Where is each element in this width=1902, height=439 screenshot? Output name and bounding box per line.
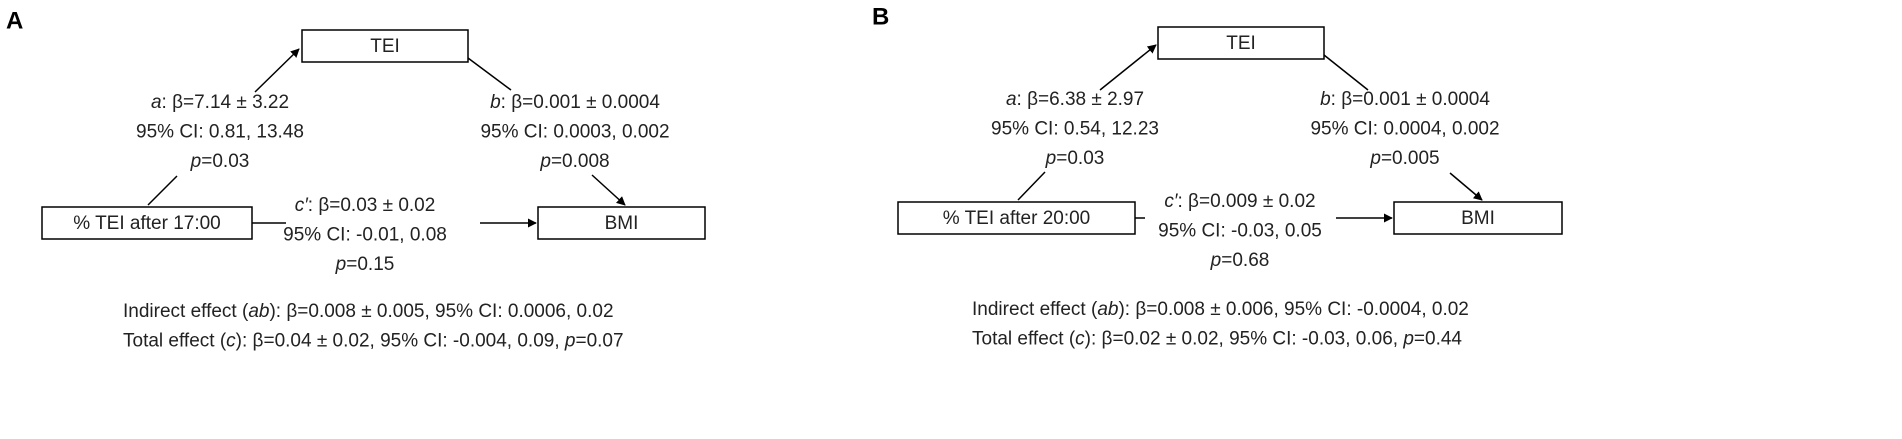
summary-line: Total effect (c): β=0.04 ± 0.02, 95% CI:… xyxy=(123,331,624,352)
a-path-line-segment: =0.03 xyxy=(1056,148,1104,169)
c-path-line: c′: β=0.03 ± 0.02 xyxy=(295,195,436,216)
a-path-line: 95% CI: 0.81, 13.48 xyxy=(136,122,304,143)
b-path-line: p=0.008 xyxy=(539,151,609,172)
b-path-line-segment: 95% CI: 0.0004, 0.002 xyxy=(1310,119,1499,140)
a-path-line-segment: p xyxy=(1045,148,1057,169)
c-path-line-segment: p xyxy=(335,254,347,275)
outcome-label: BMI xyxy=(605,213,639,234)
b-path-line-segment: : β=0.001 ± 0.0004 xyxy=(501,92,661,113)
summary-line: Total effect (c): β=0.02 ± 0.02, 95% CI:… xyxy=(972,329,1462,350)
b-path-line-segment: =0.005 xyxy=(1381,148,1440,169)
summary-line: Indirect effect (ab): β=0.008 ± 0.005, 9… xyxy=(123,301,614,322)
summary-line-segment: c xyxy=(226,331,236,352)
b-path-line: 95% CI: 0.0003, 0.002 xyxy=(480,122,669,143)
c-path-line: 95% CI: -0.01, 0.08 xyxy=(283,225,447,246)
mediator-box xyxy=(301,29,469,63)
summary-line-segment: Indirect effect ( xyxy=(123,301,249,322)
b-path-line-segment: b xyxy=(490,92,501,113)
a-path-line: a: β=6.38 ± 2.97 xyxy=(1006,89,1144,110)
connector xyxy=(147,175,178,206)
c-path-line-segment: 95% CI: -0.03, 0.05 xyxy=(1158,221,1322,242)
b-path-line-segment: p xyxy=(539,151,551,172)
arrow xyxy=(1449,172,1483,201)
summary-line-segment: ab xyxy=(1097,299,1118,320)
a-path-line-segment: : β=7.14 ± 3.22 xyxy=(162,92,290,113)
predictor-box xyxy=(41,206,253,240)
connector xyxy=(1017,171,1046,201)
c-path-line-segment: : β=0.009 ± 0.02 xyxy=(1177,191,1315,212)
summary-line-segment: ab xyxy=(248,301,269,322)
panel-letter: A xyxy=(6,7,23,34)
arrow xyxy=(254,48,300,93)
c-path-line-segment: =0.68 xyxy=(1221,250,1269,271)
mediator-box xyxy=(1157,26,1325,60)
predictor-box xyxy=(897,201,1136,235)
summary-line-segment: Total effect ( xyxy=(972,329,1076,350)
outcome-label: BMI xyxy=(1461,208,1495,229)
summary-line-segment: ): β=0.008 ± 0.006, 95% CI: -0.0004, 0.0… xyxy=(1118,299,1468,320)
b-path-line: b: β=0.001 ± 0.0004 xyxy=(1320,89,1490,110)
connector xyxy=(1323,54,1369,91)
outcome-box xyxy=(537,206,706,240)
summary-line-segment: p xyxy=(1402,329,1414,350)
c-path-line-segment: 95% CI: -0.01, 0.08 xyxy=(283,225,447,246)
connector xyxy=(467,57,512,91)
panel: B TEI % TEI after 20:00 BMI a: β=6.38 ± 2.97… xyxy=(872,3,1563,350)
a-path-line-segment: a xyxy=(151,92,162,113)
b-path-line: b: β=0.001 ± 0.0004 xyxy=(490,92,660,113)
summary-line-segment: Indirect effect ( xyxy=(972,299,1098,320)
panel: A TEI % TEI after 17:00 BMI a: β=7.14 ± 3.22… xyxy=(6,7,706,352)
outcome-box xyxy=(1393,201,1563,235)
a-path-line-segment: a xyxy=(1006,89,1017,110)
a-path-line-segment: 95% CI: 0.54, 12.23 xyxy=(991,119,1159,140)
a-path-line: p=0.03 xyxy=(1045,148,1105,169)
a-path-line: 95% CI: 0.54, 12.23 xyxy=(991,119,1159,140)
b-path-line: p=0.005 xyxy=(1369,148,1439,169)
c-path-line-segment: c′ xyxy=(1164,191,1179,212)
c-path-line: c′: β=0.009 ± 0.02 xyxy=(1164,191,1315,212)
mediator-label: TEI xyxy=(370,36,400,57)
c-path-line-segment: p xyxy=(1210,250,1222,271)
mediator-label: TEI xyxy=(1226,33,1256,54)
c-path-line-segment: =0.15 xyxy=(346,254,394,275)
panel-letter: B xyxy=(872,3,889,30)
c-path-line: 95% CI: -0.03, 0.05 xyxy=(1158,221,1322,242)
summary-line: Indirect effect (ab): β=0.008 ± 0.006, 9… xyxy=(972,299,1469,320)
summary-line-segment: =0.07 xyxy=(575,331,623,352)
a-path-line: a: β=7.14 ± 3.22 xyxy=(151,92,289,113)
summary-line-segment: ): β=0.04 ± 0.02, 95% CI: -0.004, 0.09, xyxy=(236,331,565,352)
a-path-line-segment: =0.03 xyxy=(201,151,249,172)
b-path-line-segment: 95% CI: 0.0003, 0.002 xyxy=(480,122,669,143)
b-path-line-segment: p xyxy=(1369,148,1381,169)
a-path-line-segment: 95% CI: 0.81, 13.48 xyxy=(136,122,304,143)
summary-line-segment: ): β=0.02 ± 0.02, 95% CI: -0.03, 0.06, xyxy=(1085,329,1404,350)
summary-line-segment: c xyxy=(1075,329,1085,350)
c-path-line: p=0.15 xyxy=(335,254,395,275)
a-path-line-segment: : β=6.38 ± 2.97 xyxy=(1017,89,1145,110)
a-path-line-segment: p xyxy=(190,151,202,172)
summary-line-segment: ): β=0.008 ± 0.005, 95% CI: 0.0006, 0.02 xyxy=(269,301,613,322)
summary-line-segment: Total effect ( xyxy=(123,331,227,352)
b-path-line: 95% CI: 0.0004, 0.002 xyxy=(1310,119,1499,140)
predictor-label: % TEI after 20:00 xyxy=(943,208,1091,229)
arrow xyxy=(1099,44,1157,91)
predictor-label: % TEI after 17:00 xyxy=(73,213,221,234)
summary-line-segment: =0.44 xyxy=(1414,329,1463,350)
b-path-line-segment: =0.008 xyxy=(551,151,610,172)
arrow xyxy=(591,174,626,206)
c-path-line: p=0.68 xyxy=(1210,250,1270,271)
b-path-line-segment: b xyxy=(1320,89,1331,110)
summary-line-segment: p xyxy=(564,331,576,352)
c-path-line-segment: : β=0.03 ± 0.02 xyxy=(308,195,436,216)
a-path-line: p=0.03 xyxy=(190,151,250,172)
b-path-line-segment: : β=0.001 ± 0.0004 xyxy=(1331,89,1491,110)
c-path-line-segment: c′ xyxy=(295,195,310,216)
